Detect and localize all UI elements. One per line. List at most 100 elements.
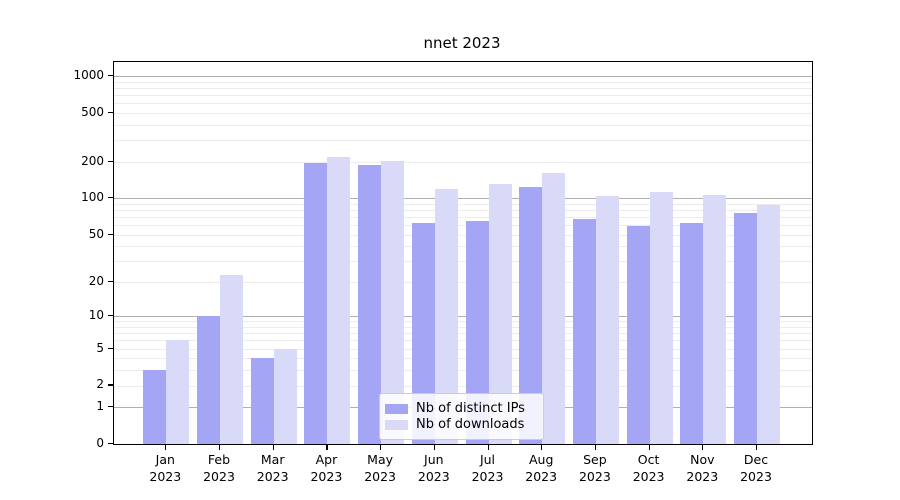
y-tick-label-0: 0 [96, 436, 104, 450]
bar-mar-ips [250, 358, 274, 444]
bar-jan-ips [143, 370, 167, 444]
x-tick-mark-sep [594, 444, 597, 450]
y-tick-label-10: 10 [88, 308, 104, 323]
gridline-400 [114, 124, 812, 126]
x-tick-label-nov: Nov 2023 [686, 452, 719, 484]
bar-mar-downloads [273, 348, 297, 444]
x-tick-label-jul: Jul 2023 [471, 452, 504, 484]
bar-may-downloads [381, 161, 405, 444]
x-tick-mark-jun [433, 444, 435, 450]
y-tick-mark-0 [108, 443, 113, 445]
y-tick-mark-5 [108, 347, 113, 349]
x-tick-mark-aug [541, 444, 543, 450]
y-tick-mark-20 [108, 280, 113, 283]
chart-title: nnet 2023 [423, 34, 501, 52]
gridline-200 [114, 161, 812, 163]
bar-nov-ips [680, 223, 704, 444]
gridline-8 [114, 327, 812, 328]
gridline-3 [114, 370, 812, 372]
x-tick-label-jan: Jan 2023 [149, 452, 182, 484]
plot-area [113, 61, 813, 445]
x-tick-mark-mar [272, 444, 274, 450]
x-tick-mark-jul [487, 444, 489, 450]
bar-jul-downloads [488, 184, 512, 444]
y-tick-label-500: 500 [81, 104, 104, 119]
bar-oct-ips [626, 225, 650, 444]
legend: Nb of distinct IPs Nb of downloads [379, 393, 544, 440]
x-tick-label-dec: Dec 2023 [740, 452, 772, 484]
bar-sep-downloads [595, 195, 619, 444]
x-tick-mark-dec [756, 444, 758, 450]
gridline-40 [114, 246, 812, 248]
gridline-60 [114, 225, 812, 226]
bar-sep-ips [572, 219, 596, 444]
gridline-300 [114, 140, 812, 141]
bar-may-ips [358, 164, 382, 444]
y-tick-mark-1 [108, 406, 113, 408]
gridline-30 [114, 261, 812, 263]
gridline-50 [114, 234, 812, 236]
y-tick-label-1000: 1000 [73, 67, 104, 82]
bar-oct-downloads [649, 191, 673, 444]
gridline-70 [114, 216, 812, 218]
gridline-600 [114, 103, 812, 105]
y-tick-label-1: 1 [96, 399, 104, 414]
x-tick-label-aug: Aug 2023 [525, 452, 558, 484]
gridline-90 [114, 203, 812, 205]
x-tick-label-may: May 2023 [364, 452, 396, 484]
y-tick-mark-50 [108, 233, 113, 235]
gridline-9 [114, 321, 812, 323]
x-tick-label-jun: Jun 2023 [417, 452, 450, 484]
y-tick-label-2: 2 [96, 377, 104, 392]
gridline-100 [114, 198, 812, 200]
gridline-4 [114, 358, 812, 360]
legend-swatch-icon [385, 403, 408, 414]
gridline-500 [114, 112, 812, 114]
gridline-900 [114, 81, 812, 83]
legend-swatch-icon [385, 419, 408, 430]
bar-feb-ips [197, 316, 220, 444]
y-tick-label-50: 50 [88, 226, 104, 241]
y-tick-label-100: 100 [81, 190, 104, 205]
gridline-800 [114, 87, 812, 89]
x-tick-label-sep: Sep 2023 [578, 452, 611, 484]
y-tick-mark-10 [108, 315, 113, 317]
x-tick-mark-nov [702, 444, 704, 450]
bar-feb-downloads [220, 274, 243, 444]
x-tick-mark-apr [326, 444, 328, 450]
bar-dec-ips [734, 213, 757, 444]
y-tick-label-20: 20 [88, 273, 104, 288]
x-tick-label-apr: Apr 2023 [310, 452, 343, 484]
y-tick-label-200: 200 [81, 153, 104, 168]
x-tick-label-feb: Feb 2023 [203, 452, 235, 484]
bar-apr-ips [304, 163, 328, 444]
y-tick-mark-2 [108, 384, 113, 386]
bar-dec-downloads [757, 204, 780, 444]
y-tick-mark-500 [108, 111, 113, 114]
bar-jan-downloads [166, 340, 190, 444]
x-tick-mark-jan [165, 444, 167, 450]
y-tick-mark-200 [108, 160, 113, 162]
legend-label: Nb of distinct IPs [416, 401, 525, 416]
legend-label: Nb of downloads [416, 417, 525, 432]
gridline-2 [114, 385, 812, 387]
gridline-1000 [114, 76, 812, 77]
x-tick-label-mar: Mar 2023 [256, 452, 289, 484]
gridline-10 [114, 316, 812, 318]
bar-aug-downloads [542, 173, 566, 444]
x-tick-mark-oct [648, 444, 650, 450]
gridline-7 [114, 333, 812, 335]
bar-jul-ips [465, 220, 489, 444]
bar-nov-downloads [703, 194, 727, 444]
gridline-6 [114, 340, 812, 342]
x-tick-mark-feb [219, 444, 221, 450]
y-tick-label-5: 5 [96, 340, 104, 355]
gridline-700 [114, 95, 812, 96]
x-tick-label-oct: Oct 2023 [632, 452, 665, 484]
y-tick-mark-1000 [108, 74, 113, 77]
x-tick-mark-may [380, 444, 382, 450]
gridline-5 [114, 348, 812, 350]
y-tick-mark-100 [108, 197, 113, 199]
bar-jun-ips [411, 223, 435, 444]
